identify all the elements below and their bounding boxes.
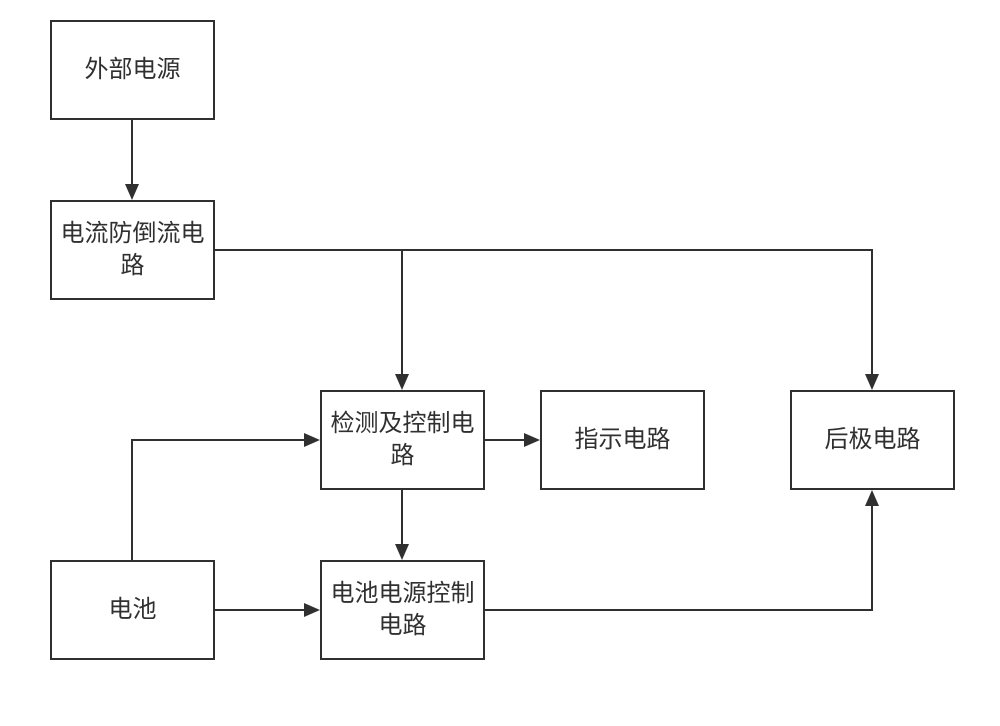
edge-line — [485, 499, 872, 610]
node-label: 电流防倒流电路 — [61, 218, 205, 283]
node-battery: 电池 — [50, 560, 215, 660]
edge-line — [132, 440, 311, 560]
edge-arrowhead — [865, 374, 879, 390]
edge-arrowhead — [125, 184, 139, 200]
node-label: 后极电路 — [825, 424, 921, 456]
edge-arrowhead — [395, 544, 409, 560]
edge-arrowhead — [865, 490, 879, 506]
node-label: 外部电源 — [85, 54, 181, 86]
edge-arrowhead — [304, 603, 320, 617]
node-label: 检测及控制电路 — [331, 408, 475, 473]
node-label: 电池电源控制电路 — [331, 578, 475, 643]
node-label: 电池 — [109, 594, 157, 626]
edge-batt_ctrl-post_circuit — [485, 490, 879, 610]
edge-arrowhead — [524, 433, 540, 447]
diagram-canvas: 外部电源电流防倒流电路检测及控制电路 指示电路 后极电路电池 电池电源控制电路 — [0, 0, 1000, 726]
edge-line — [215, 250, 872, 381]
node-anti_reverse: 电流防倒流电路 — [50, 200, 215, 300]
node-ext_power: 外部电源 — [50, 20, 215, 120]
edge-anti_reverse-detect_ctrl — [215, 250, 409, 390]
edge-anti_reverse-post_circuit — [215, 250, 879, 390]
edge-detect_ctrl-indicator — [485, 433, 540, 447]
edge-detect_ctrl-batt_ctrl — [395, 490, 409, 560]
edge-battery-detect_ctrl — [132, 433, 320, 560]
node-post_circuit: 后极电路 — [790, 390, 955, 490]
node-label: 指示电路 — [575, 424, 671, 456]
edge-arrowhead — [395, 374, 409, 390]
edge-ext_power-anti_reverse — [125, 120, 139, 200]
node-indicator: 指示电路 — [540, 390, 705, 490]
edge-line — [215, 250, 402, 381]
node-batt_ctrl: 电池电源控制电路 — [320, 560, 485, 660]
edge-arrowhead — [304, 433, 320, 447]
edge-battery-batt_ctrl — [215, 603, 320, 617]
node-detect_ctrl: 检测及控制电路 — [320, 390, 485, 490]
